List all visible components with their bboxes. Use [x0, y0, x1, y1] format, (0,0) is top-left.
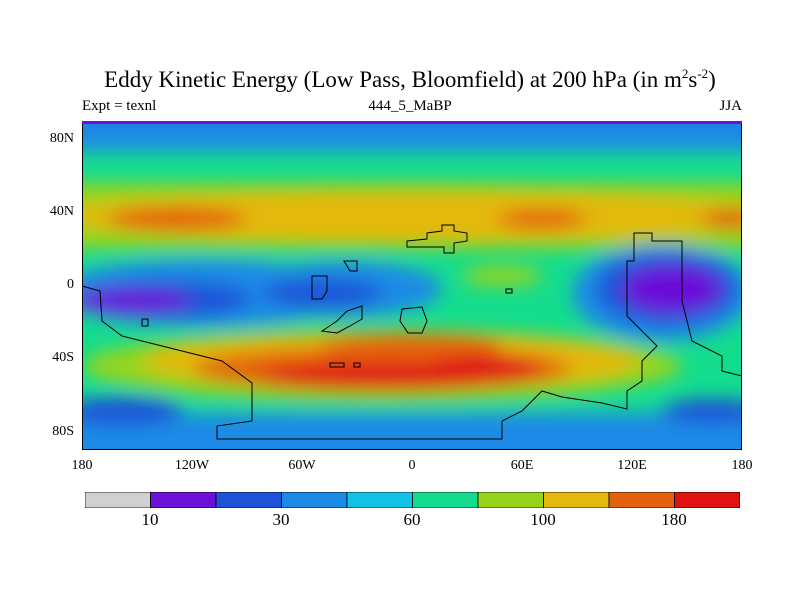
lon-tick-label: 120E [617, 458, 647, 473]
subtitle-left: Expt = texnl [82, 98, 157, 114]
lon-tick-label: 60W [288, 458, 316, 473]
contour-region [82, 289, 192, 313]
lon-tick-label: 0 [408, 458, 416, 473]
contour-region [462, 266, 542, 286]
lat-tick-label: 0 [67, 277, 74, 292]
continent-outline [329, 362, 345, 368]
continent-outline [311, 275, 328, 300]
continent-outline [406, 224, 468, 254]
colorbar-label: 60 [403, 510, 421, 529]
colorbar-swatch [608, 492, 675, 508]
contour-region [82, 191, 742, 241]
continent-outline [343, 260, 358, 272]
continent-outlines [82, 224, 742, 440]
colorbar [85, 492, 740, 508]
contour-region [622, 265, 722, 313]
continent-outline [505, 288, 513, 294]
lon-tick-label: 180 [731, 458, 753, 473]
colorbar-swatch [543, 492, 610, 508]
contour-region [422, 355, 542, 383]
colorbar-label: 100 [530, 510, 556, 529]
lon-tick-label: 120W [174, 458, 210, 473]
lon-tick-label: 60E [510, 458, 534, 473]
contour-region [662, 399, 742, 423]
contour-region [322, 334, 502, 358]
continent-outline [141, 318, 149, 327]
colorbar-swatch [674, 492, 740, 508]
colorbar-label: 10 [141, 510, 159, 529]
lat-tick-label: 40S [52, 350, 74, 365]
contour-region [107, 207, 247, 231]
colorbar-swatch [477, 492, 544, 508]
colorbar-swatch [150, 492, 217, 508]
continent-outline [353, 362, 361, 368]
colorbar-swatch [346, 492, 413, 508]
lat-tick-label: 40N [49, 204, 74, 219]
colorbar-swatch [281, 492, 348, 508]
continent-outline [399, 306, 428, 334]
lat-tick-label: 80N [49, 131, 74, 146]
contour-region [262, 279, 382, 307]
lat-tick-label: 80S [52, 424, 74, 439]
colorbar-swatch [85, 492, 151, 508]
subtitle-center: 444_5_MaBP [368, 98, 452, 114]
colorbar-swatch [215, 492, 282, 508]
contour-region [82, 413, 742, 450]
contour-region [702, 209, 742, 229]
contour-map [82, 121, 742, 450]
colorbar-swatch [412, 492, 479, 508]
lon-tick-label: 180 [71, 458, 93, 473]
top-border-band [82, 121, 742, 124]
contour-region [82, 397, 182, 425]
colorbar-label: 180 [661, 510, 687, 529]
colorbar-label: 30 [272, 510, 290, 529]
contour-region [82, 121, 742, 151]
continent-outline [320, 305, 363, 334]
continent-outline [82, 232, 742, 440]
chart-title: Eddy Kinetic Energy (Low Pass, Bloomfiel… [104, 66, 716, 92]
contour-region [497, 209, 587, 229]
subtitle-right: JJA [719, 98, 742, 114]
